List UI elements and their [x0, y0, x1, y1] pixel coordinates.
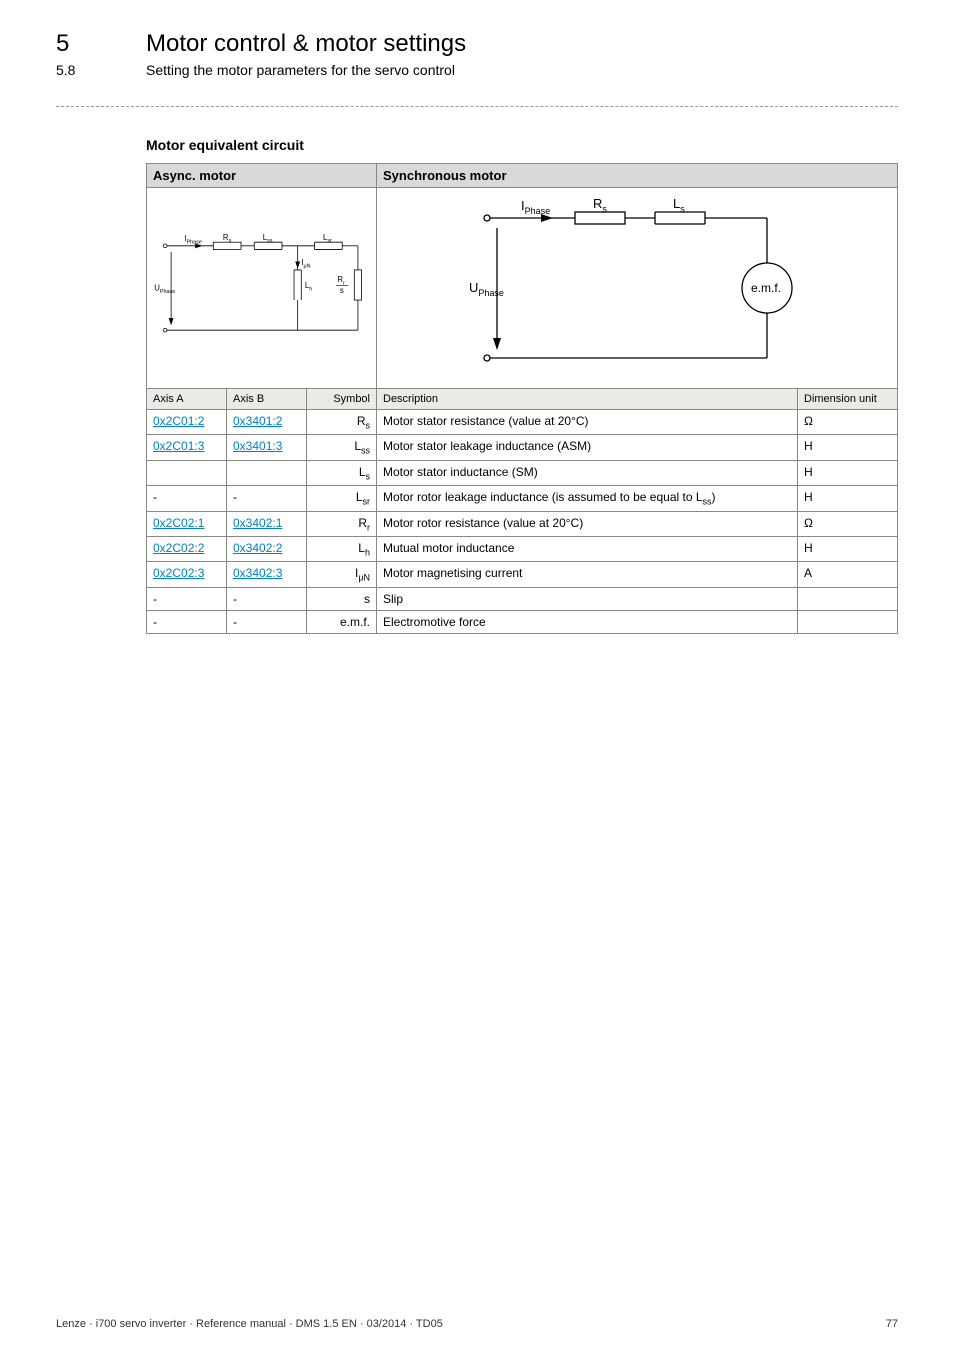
cell-description: Motor stator resistance (value at 20°C): [377, 410, 798, 435]
col-unit: Dimension unit: [798, 389, 898, 410]
equivalent-circuit-table: Async. motor Synchronous motor: [146, 163, 898, 634]
section-number: 5.8: [56, 62, 146, 78]
table-row: 0x2C02:1 0x3402:1 RrMotor rotor resistance…: [147, 511, 898, 536]
chapter-title: Motor control & motor settings: [146, 30, 466, 58]
cell-unit: [798, 610, 898, 633]
cell-symbol: Lss: [307, 435, 377, 460]
cell-description: Motor rotor resistance (value at 20°C): [377, 511, 798, 536]
cell-symbol: Rr: [307, 511, 377, 536]
sync-circuit-diagram: IPhase Rs Ls e.m.f. UPhase: [377, 188, 897, 388]
cell-unit: Ω: [798, 410, 898, 435]
table-row: 0x2C02:2 0x3402:2 LhMutual motor inductanc…: [147, 536, 898, 561]
cell-axis-b: 0x3402:1: [227, 511, 307, 536]
cell-description: Motor stator leakage inductance (ASM): [377, 435, 798, 460]
footer-text: Lenze · i700 servo inverter · Reference …: [56, 1318, 443, 1330]
cell-axis-a: -: [147, 610, 227, 633]
cell-unit: H: [798, 460, 898, 485]
svg-text:Rs: Rs: [593, 196, 607, 214]
cell-symbol: IμN: [307, 562, 377, 587]
table-row: LsMotor stator inductance (SM)H: [147, 460, 898, 485]
cell-description: Electromotive force: [377, 610, 798, 633]
axis-b-link[interactable]: 0x3402:2: [233, 541, 282, 555]
col-axis-b: Axis B: [227, 389, 307, 410]
cell-unit: H: [798, 486, 898, 511]
cell-axis-b: -: [227, 587, 307, 610]
svg-text:IPhase: IPhase: [184, 234, 202, 245]
svg-text:Lh: Lh: [305, 281, 312, 292]
cell-axis-a: 0x2C01:3: [147, 435, 227, 460]
cell-description: Motor stator inductance (SM): [377, 460, 798, 485]
async-circuit-diagram: IPhase Rs Lss Lsr IμN Lh Rr s UPhase: [147, 188, 376, 388]
svg-text:UPhase: UPhase: [469, 280, 504, 298]
cell-unit: H: [798, 435, 898, 460]
axis-b-link[interactable]: 0x3402:1: [233, 516, 282, 530]
cell-symbol: Lh: [307, 536, 377, 561]
cell-axis-a: 0x2C01:2: [147, 410, 227, 435]
cell-unit: H: [798, 536, 898, 561]
axis-a-link[interactable]: 0x2C02:1: [153, 516, 204, 530]
svg-text:Rr: Rr: [337, 275, 345, 286]
cell-unit: A: [798, 562, 898, 587]
cell-unit: Ω: [798, 511, 898, 536]
svg-text:Ls: Ls: [673, 196, 685, 214]
col-description: Description: [377, 389, 798, 410]
cell-axis-a: [147, 460, 227, 485]
cell-description: Motor magnetising current: [377, 562, 798, 587]
sync-header: Synchronous motor: [377, 164, 898, 188]
axis-b-link[interactable]: 0x3402:3: [233, 566, 282, 580]
table-row: --LsrMotor rotor leakage inductance (is …: [147, 486, 898, 511]
svg-text:s: s: [340, 286, 344, 295]
table-row: 0x2C02:3 0x3402:3 IμNMotor magnetising cur…: [147, 562, 898, 587]
cell-axis-b: [227, 460, 307, 485]
axis-b-link[interactable]: 0x3401:2: [233, 414, 282, 428]
table-row: 0x2C01:3 0x3401:3 LssMotor stator leakage …: [147, 435, 898, 460]
section-title: Setting the motor parameters for the ser…: [146, 62, 455, 78]
cell-symbol: Rs: [307, 410, 377, 435]
cell-axis-a: 0x2C02:3: [147, 562, 227, 587]
cell-unit: [798, 587, 898, 610]
table-row: --sSlip: [147, 587, 898, 610]
cell-axis-b: -: [227, 610, 307, 633]
cell-axis-a: 0x2C02:1: [147, 511, 227, 536]
table-row: --e.m.f.Electromotive force: [147, 610, 898, 633]
cell-axis-a: -: [147, 486, 227, 511]
subheading: Motor equivalent circuit: [146, 137, 898, 153]
col-axis-a: Axis A: [147, 389, 227, 410]
chapter-number: 5: [56, 30, 146, 58]
cell-description: Slip: [377, 587, 798, 610]
page-number: 77: [886, 1318, 898, 1330]
col-symbol: Symbol: [307, 389, 377, 410]
cell-axis-b: -: [227, 486, 307, 511]
cell-symbol: Lsr: [307, 486, 377, 511]
axis-b-link[interactable]: 0x3401:3: [233, 439, 282, 453]
axis-a-link[interactable]: 0x2C01:3: [153, 439, 204, 453]
cell-symbol: s: [307, 587, 377, 610]
cell-description: Motor rotor leakage inductance (is assum…: [377, 486, 798, 511]
cell-axis-a: -: [147, 587, 227, 610]
table-row: 0x2C01:2 0x3401:2 RsMotor stator resistanc…: [147, 410, 898, 435]
cell-axis-b: 0x3401:2: [227, 410, 307, 435]
svg-text:UPhase: UPhase: [154, 283, 175, 294]
axis-a-link[interactable]: 0x2C02:2: [153, 541, 204, 555]
svg-text:IμN: IμN: [301, 258, 310, 269]
cell-description: Mutual motor inductance: [377, 536, 798, 561]
cell-axis-b: 0x3402:2: [227, 536, 307, 561]
cell-axis-a: 0x2C02:2: [147, 536, 227, 561]
cell-symbol: Ls: [307, 460, 377, 485]
cell-axis-b: 0x3402:3: [227, 562, 307, 587]
cell-symbol: e.m.f.: [307, 610, 377, 633]
divider: [56, 106, 898, 107]
svg-text:IPhase: IPhase: [521, 198, 550, 216]
axis-a-link[interactable]: 0x2C02:3: [153, 566, 204, 580]
cell-axis-b: 0x3401:3: [227, 435, 307, 460]
svg-text:e.m.f.: e.m.f.: [751, 281, 781, 295]
async-header: Async. motor: [147, 164, 377, 188]
axis-a-link[interactable]: 0x2C01:2: [153, 414, 204, 428]
